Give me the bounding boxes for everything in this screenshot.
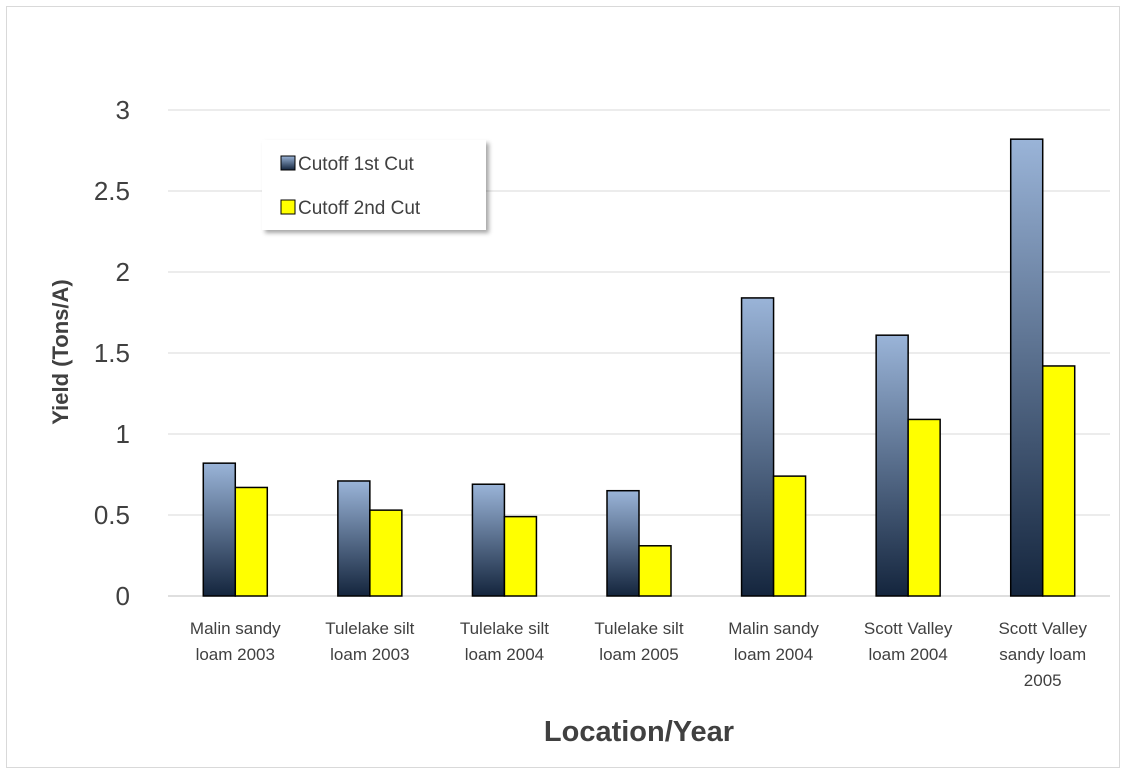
- y-tick-label: 0: [116, 581, 130, 611]
- legend-swatch-2nd-cut: [280, 199, 296, 215]
- x-category-labels: Malin sandy loam 2003 Tulelake silt loam 20…: [190, 619, 1088, 690]
- x-axis-title: Location/Year: [544, 716, 734, 748]
- bar-2nd-cut: [907, 418, 941, 597]
- bar-1st-cut: [875, 334, 909, 597]
- legend-swatch-1st-cut: [280, 155, 296, 171]
- legend-label-1st-cut: Cutoff 1st Cut: [298, 154, 415, 175]
- legend-label-2nd-cut: Cutoff 2nd Cut: [298, 198, 421, 219]
- bar-1st-cut: [606, 489, 640, 597]
- x-category-label: Malin sandy loam 2003: [190, 619, 281, 664]
- y-tick-label: 2: [116, 257, 130, 287]
- legend-box: [262, 140, 486, 230]
- y-tick-label: 1.5: [94, 338, 130, 368]
- chart-frame: [6, 6, 1120, 768]
- bar-2nd-cut: [369, 509, 403, 597]
- bar-2nd-cut: [234, 486, 269, 597]
- x-category-label: Scott Valley sandy loam 2005: [998, 619, 1087, 690]
- x-category-label: Tulelake silt loam 2003: [325, 619, 414, 664]
- y-tick-label: 3: [116, 95, 130, 125]
- y-tick-label: 0.5: [94, 500, 130, 530]
- legend: Cutoff 1st Cut Cutoff 2nd Cut: [262, 140, 486, 230]
- x-category-label: Scott Valley loam 2004: [864, 619, 953, 664]
- bar-2nd-cut: [503, 515, 538, 597]
- bar-1st-cut: [337, 480, 371, 597]
- y-axis-title: Yield (Tons/A): [48, 279, 73, 424]
- bar-1st-cut: [202, 462, 237, 597]
- y-tick-label: 1: [116, 419, 130, 449]
- bar-1st-cut: [1009, 138, 1044, 597]
- bar-2nd-cut: [772, 475, 807, 597]
- x-category-label: Tulelake silt loam 2005: [594, 619, 683, 664]
- x-category-label: Malin sandy loam 2004: [728, 619, 819, 664]
- bar-2nd-cut: [1041, 365, 1076, 597]
- bars: [202, 138, 1076, 597]
- x-category-label: Tulelake silt loam 2004: [460, 619, 549, 664]
- y-tick-labels: 0 0.5 1 1.5 2 2.5 3: [94, 95, 130, 611]
- bar-1st-cut: [471, 483, 506, 597]
- bar-2nd-cut: [638, 545, 672, 597]
- y-tick-label: 2.5: [94, 176, 130, 206]
- bar-1st-cut: [740, 297, 775, 597]
- gridlines: [168, 109, 1110, 597]
